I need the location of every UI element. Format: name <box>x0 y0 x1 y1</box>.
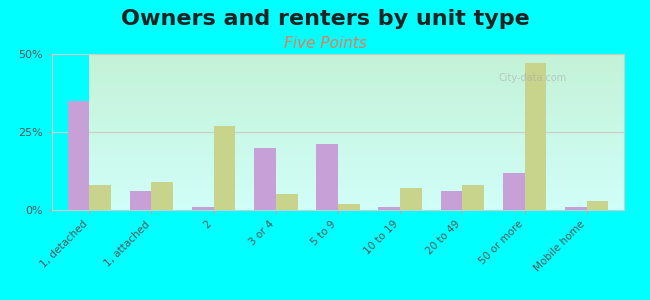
Bar <box>254 148 276 210</box>
Bar <box>400 188 422 210</box>
Bar <box>317 145 338 210</box>
Text: Five Points: Five Points <box>283 36 367 51</box>
Bar <box>378 207 400 210</box>
Bar <box>441 191 462 210</box>
Bar <box>276 194 298 210</box>
Bar <box>214 126 235 210</box>
Bar <box>68 101 89 210</box>
Bar <box>525 63 546 210</box>
Bar <box>565 207 587 210</box>
Bar <box>587 201 608 210</box>
Bar <box>502 172 525 210</box>
Text: City-data.com: City-data.com <box>498 73 566 83</box>
Bar <box>338 204 359 210</box>
Text: Owners and renters by unit type: Owners and renters by unit type <box>121 9 529 29</box>
Bar <box>192 207 214 210</box>
Bar <box>151 182 174 210</box>
Bar <box>130 191 151 210</box>
Bar <box>462 185 484 210</box>
Bar <box>89 185 111 210</box>
